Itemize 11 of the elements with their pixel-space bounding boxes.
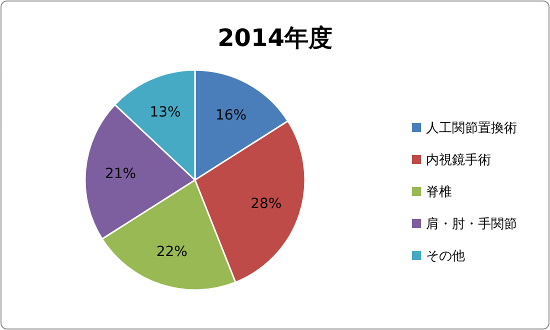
- data-label: 13%: [150, 104, 181, 120]
- data-label: 28%: [250, 196, 282, 212]
- chart-title: 2014年度: [218, 24, 332, 52]
- legend-label: その他: [426, 249, 465, 264]
- data-label: 16%: [215, 107, 247, 124]
- legend-label: 人工関節置換術: [426, 121, 517, 136]
- legend-label: 内視鏡手術: [426, 153, 491, 168]
- legend-label: 肩・肘・手関節: [426, 216, 517, 232]
- data-label: 21%: [104, 166, 136, 182]
- data-label: 22%: [156, 244, 188, 260]
- legend-label: 脊椎: [426, 185, 452, 200]
